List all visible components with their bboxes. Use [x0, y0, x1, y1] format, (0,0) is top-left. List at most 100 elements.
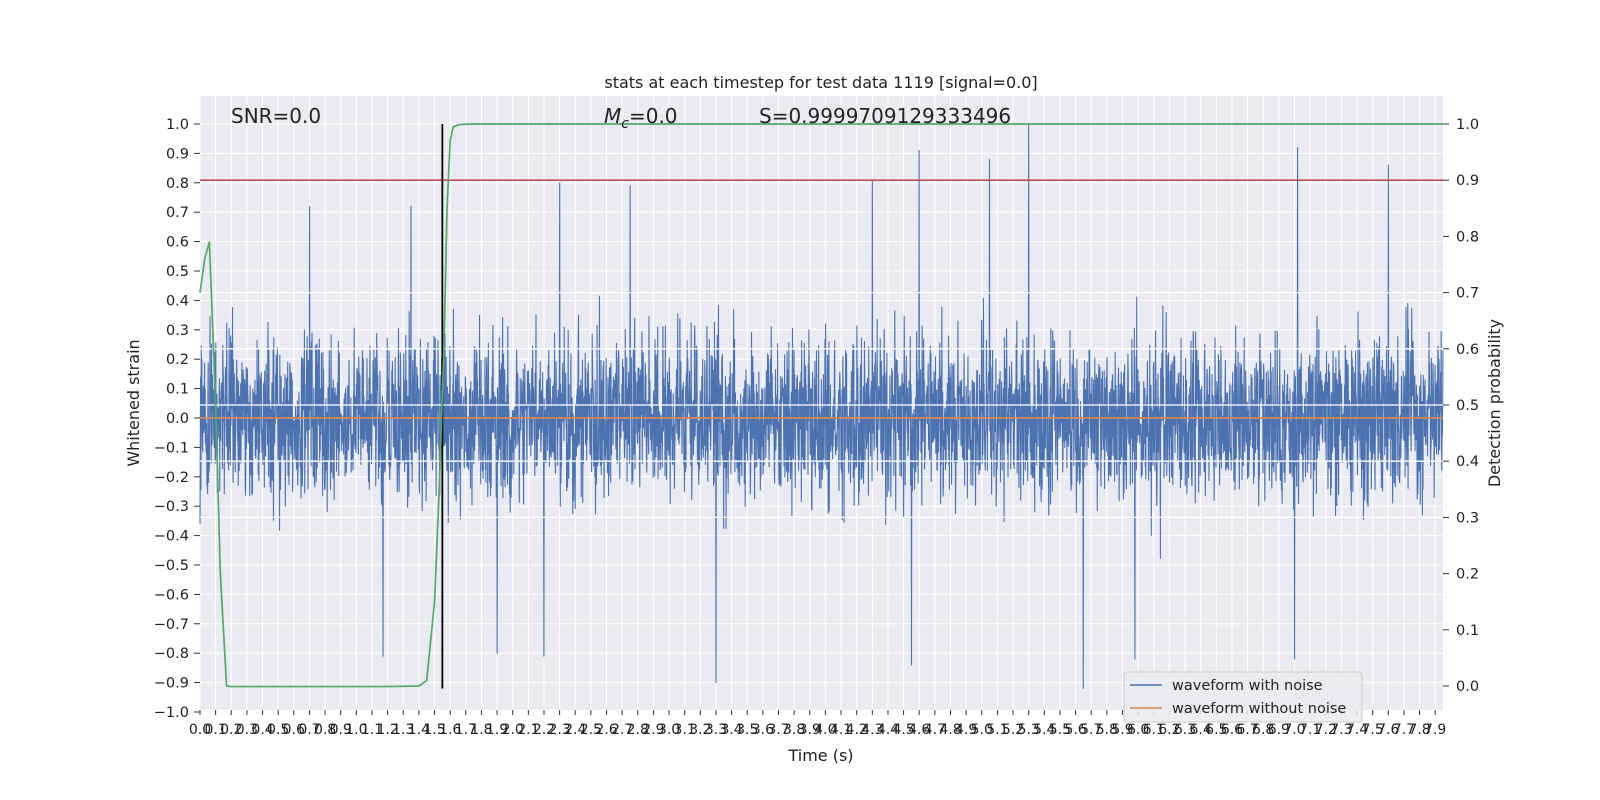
chart-title: stats at each timestep for test data 111… [604, 73, 1037, 92]
y-axis-label-right: Detection probability [1485, 319, 1504, 487]
x-tick-label: 0.9 [330, 722, 352, 738]
x-tick-label: 6.3 [1174, 722, 1196, 738]
x-tick-label: 3.8 [783, 722, 805, 738]
x-tick-label: 3.5 [736, 722, 758, 738]
y-tick-label-right: 1.0 [1456, 117, 1479, 133]
y-tick-label-left: 0.6 [166, 235, 189, 251]
s-annotation: S=0.9999709129333496 [759, 104, 1011, 128]
y-tick-label-left: −0.1 [154, 440, 189, 456]
x-tick-label: 4.5 [892, 722, 914, 738]
x-tick-label: 1.4 [408, 722, 430, 738]
x-tick-label: 5.4 [1033, 722, 1055, 738]
x-tick-label: 5.7 [1080, 722, 1102, 738]
x-tick-label: 4.2 [846, 722, 868, 738]
x-tick-label: 2.5 [580, 722, 602, 738]
x-tick-label: 3.9 [799, 722, 821, 738]
y-tick-label-left: −0.3 [154, 499, 189, 515]
x-tick-label: 5.0 [971, 722, 993, 738]
x-tick-label: 7.7 [1393, 722, 1415, 738]
x-tick-label: 1.9 [486, 722, 508, 738]
x-tick-label: 3.4 [720, 722, 742, 738]
x-tick-label: 6.4 [1190, 722, 1212, 738]
y-tick-label-left: 0.1 [166, 382, 189, 398]
x-axis-label: Time (s) [787, 746, 853, 765]
x-tick-label: 0.4 [251, 722, 273, 738]
legend-label-noise: waveform with noise [1172, 678, 1323, 694]
snr-annotation: SNR=0.0 [231, 104, 321, 128]
x-tick-label: 6.9 [1268, 722, 1290, 738]
x-tick-label: 1.8 [470, 722, 492, 738]
x-tick-label: 4.9 [955, 722, 977, 738]
x-tick-label: 6.2 [1158, 722, 1180, 738]
x-tick-label: 7.3 [1330, 722, 1352, 738]
x-tick-label: 0.7 [298, 722, 320, 738]
legend-label-clean: waveform without noise [1172, 701, 1346, 717]
x-tick-label: 3.6 [752, 722, 774, 738]
x-tick-label: 0.2 [220, 722, 242, 738]
y-tick-label-left: 0.0 [166, 411, 189, 427]
y-tick-label-left: 0.9 [166, 146, 189, 162]
x-tick-label: 1.6 [439, 722, 461, 738]
y-tick-label-left: 0.5 [166, 264, 189, 280]
x-tick-label: 2.3 [548, 722, 570, 738]
waveform-with-noise-line [199, 123, 1444, 690]
x-tick-label: 7.2 [1315, 722, 1337, 738]
x-tick-label: 6.8 [1252, 722, 1274, 738]
x-tick-label: 5.9 [1111, 722, 1133, 738]
y-tick-label-left: 0.7 [166, 205, 189, 221]
x-tick-label: 3.2 [689, 722, 711, 738]
x-tick-label: 0.8 [314, 722, 336, 738]
x-tick-label: 0.0 [189, 722, 211, 738]
waveform-with-noise [199, 123, 1444, 690]
x-ticks: 0.00.10.20.30.40.50.60.70.80.91.01.11.21… [189, 710, 1446, 738]
x-tick-label: 6.6 [1221, 722, 1243, 738]
x-tick-label: 4.7 [924, 722, 946, 738]
x-tick-label: 1.5 [423, 722, 445, 738]
y-tick-label-left: −0.9 [154, 676, 189, 692]
x-tick-label: 1.1 [361, 722, 383, 738]
y-ticks-left: 1.0 0.9 0.8 0.7 0.6 0.5 0.4 0.3 0.2 0.1 0.0 −0.1 −0.… [154, 117, 200, 721]
mc-value: =0.0 [629, 104, 678, 128]
x-tick-label: 4.8 [939, 722, 961, 738]
y-tick-label-right: 0.1 [1456, 623, 1479, 639]
x-tick-label: 4.1 [830, 722, 852, 738]
x-tick-label: 0.3 [236, 722, 258, 738]
x-tick-label: 7.6 [1377, 722, 1399, 738]
x-tick-label: 1.2 [376, 722, 398, 738]
x-tick-label: 4.4 [877, 722, 899, 738]
x-tick-label: 3.3 [705, 722, 727, 738]
x-tick-label: 6.5 [1205, 722, 1227, 738]
x-tick-label: 4.0 [814, 722, 836, 738]
x-tick-label: 2.8 [627, 722, 649, 738]
y-ticks-right: 1.0 0.9 0.8 0.7 0.6 0.5 0.4 0.3 0.2 0.1 0.0 [1443, 117, 1479, 695]
x-tick-label: 3.7 [767, 722, 789, 738]
x-tick-label: 2.2 [533, 722, 555, 738]
x-tick-label: 1.0 [345, 722, 367, 738]
legend: waveform with noise waveform without noi… [1123, 671, 1363, 723]
y-tick-label-right: 0.7 [1456, 286, 1479, 302]
x-tick-label: 3.0 [658, 722, 680, 738]
mc-subscript: c [621, 116, 629, 132]
x-tick-label: 5.5 [1049, 722, 1071, 738]
y-tick-label-left: 0.3 [166, 323, 189, 339]
y-tick-label-left: −0.8 [154, 646, 189, 662]
y-tick-label-left: 0.2 [166, 352, 189, 368]
x-tick-label: 5.3 [1018, 722, 1040, 738]
x-tick-label: 7.8 [1408, 722, 1430, 738]
y-tick-label-left: −0.5 [154, 558, 189, 574]
y-tick-label-right: 0.4 [1456, 454, 1479, 470]
y-tick-label-right: 0.0 [1456, 679, 1479, 695]
y-tick-label-left: −0.4 [154, 529, 189, 545]
y-tick-label-left: −0.7 [154, 617, 189, 633]
x-tick-label: 6.1 [1143, 722, 1165, 738]
x-tick-label: 7.5 [1362, 722, 1384, 738]
x-tick-label: 7.4 [1346, 722, 1368, 738]
x-tick-label: 4.6 [908, 722, 930, 738]
y-tick-label-left: 1.0 [166, 117, 189, 133]
x-tick-label: 7.9 [1424, 722, 1446, 738]
y-tick-label-right: 0.5 [1456, 398, 1479, 414]
x-tick-label: 2.7 [611, 722, 633, 738]
y-axis-label-left: Whitened strain [124, 339, 143, 466]
x-tick-label: 3.1 [674, 722, 696, 738]
x-tick-label: 5.2 [1002, 722, 1024, 738]
